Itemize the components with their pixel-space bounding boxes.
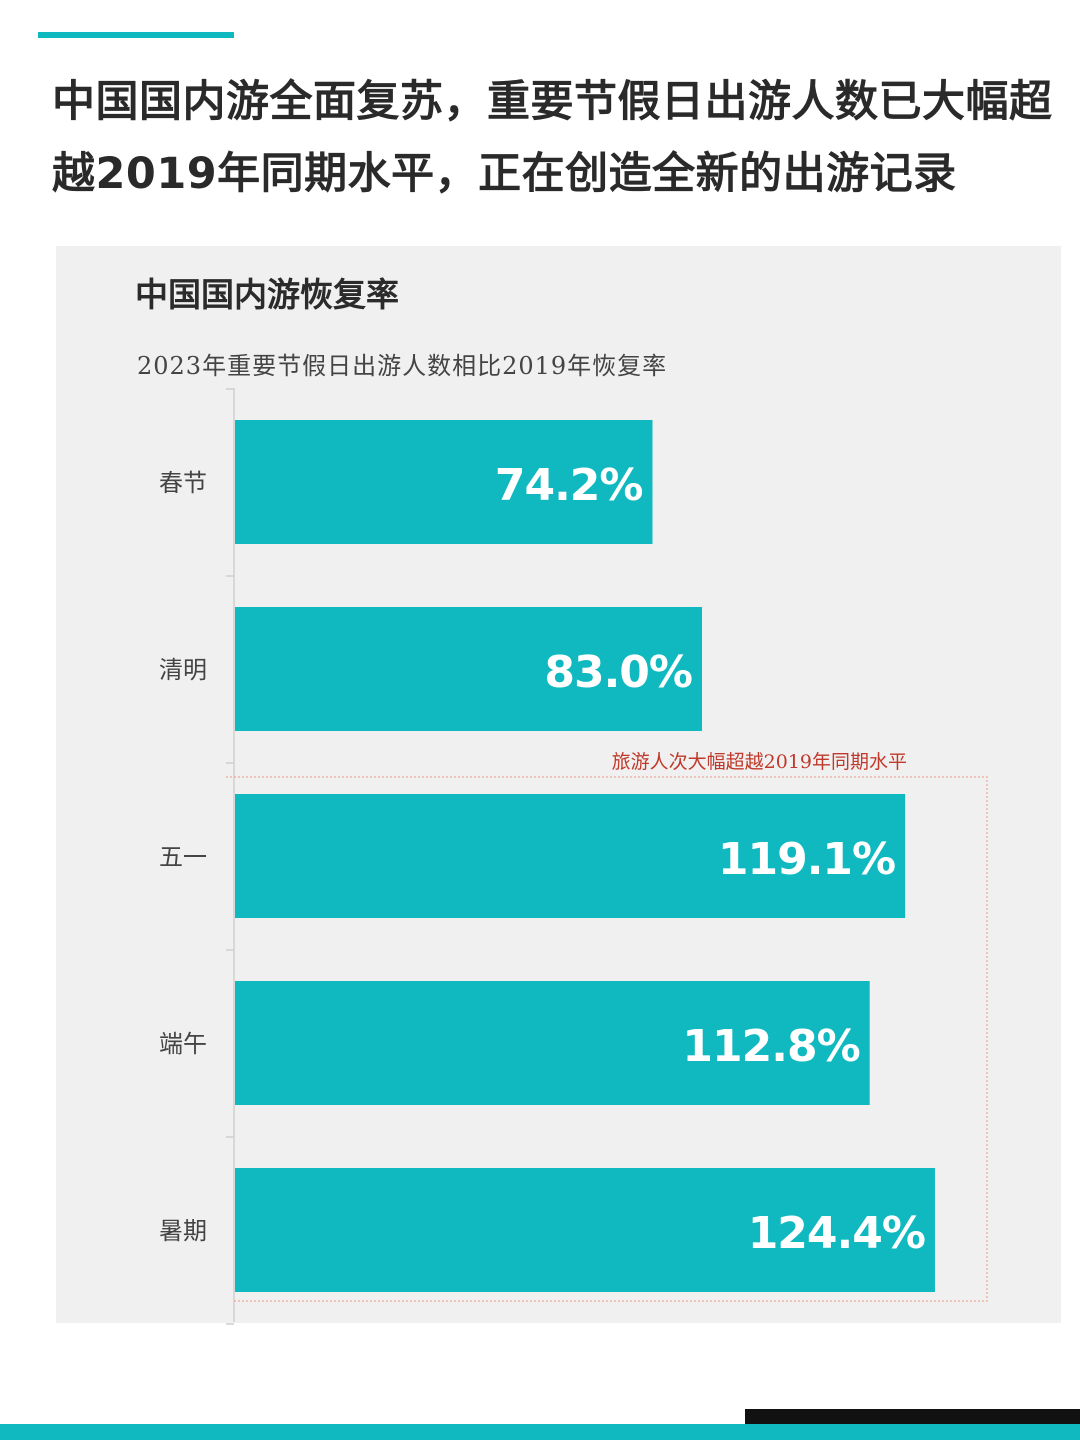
bottom-dark-strip [745,1409,1080,1424]
annotation-label: 旅游人次大幅超越2019年同期水平 [612,751,907,773]
value-label-2: 83.0% [544,647,692,698]
bar-2 [235,607,703,731]
bar-1 [235,420,653,544]
headline-line-1: 中国国内游全面复苏，重要节假日出游人数已大幅超 [52,77,1053,127]
value-label-4: 112.8% [682,1021,859,1072]
bar-5 [235,1168,935,1292]
category-label-2: 清明 [159,656,207,684]
chart-title: 中国国内游恢复率 [135,275,399,314]
top-accent-line [38,32,234,38]
bar-4 [235,981,870,1105]
page-headline: 中国国内游全面复苏，重要节假日出游人数已大幅超 越2019年同期水平，正在创造全… [52,66,1062,210]
value-label-1: 74.2% [495,460,643,511]
bar-3 [235,794,906,918]
bottom-accent-bar [0,1424,1080,1440]
annotation-bracket [226,776,988,1302]
value-label-3: 119.1% [718,834,895,885]
value-label-5: 124.4% [748,1208,925,1259]
chart-subtitle: 2023年重要节假日出游人数相比2019年恢复率 [137,352,668,380]
headline-line-2: 越2019年同期水平，正在创造全新的出游记录 [52,149,957,199]
category-label-5: 暑期 [159,1217,207,1245]
category-label-4: 端午 [159,1030,207,1058]
category-label-3: 五一 [159,843,207,871]
category-label-1: 春节 [159,469,207,497]
